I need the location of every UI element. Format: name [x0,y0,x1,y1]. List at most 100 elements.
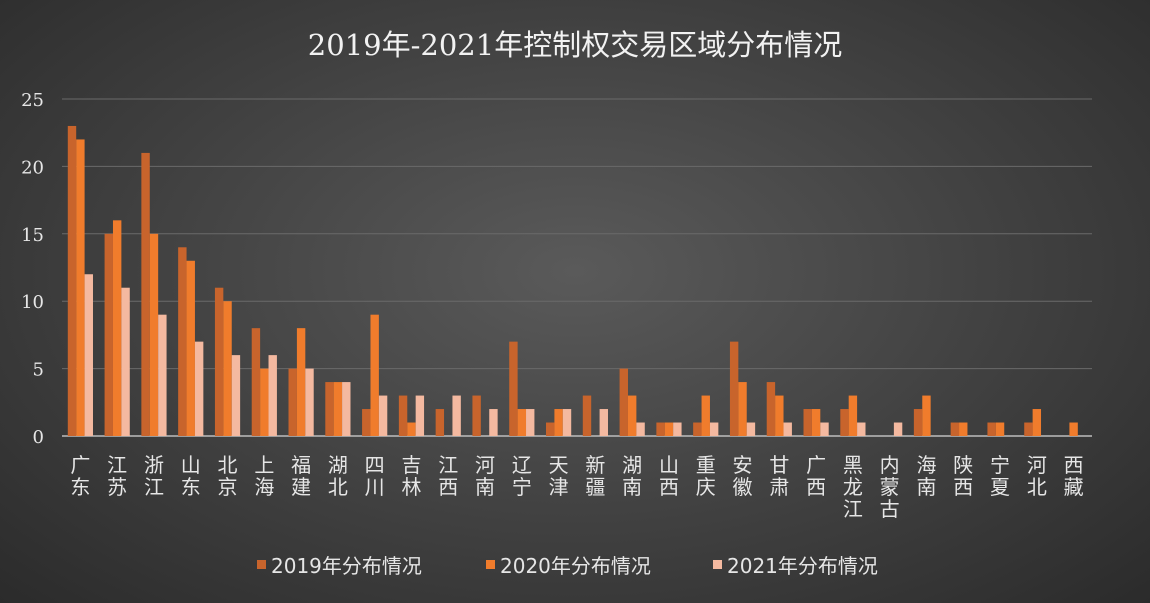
x-tick-label: 湖南 [622,453,642,499]
bar [342,382,351,436]
bar [362,409,371,436]
bar [995,422,1005,436]
bar [333,382,343,436]
bar [407,422,416,436]
bar [709,422,719,436]
x-tick-label: 内蒙古 [880,453,900,521]
y-tick-label: 25 [21,90,44,111]
x-tick-label: 甘肃 [769,453,789,499]
bar [435,409,445,436]
x-tick-label: 福建 [291,453,311,499]
bar [452,395,461,436]
x-tick-label: 北京 [218,453,238,499]
bar [268,355,277,436]
x-tick-label: 天津 [549,453,569,499]
legend-label: 2020年分布情况 [500,554,651,578]
x-tick-label: 安徽 [733,453,753,499]
bar [84,274,93,436]
bar [766,382,776,436]
bar [517,409,527,436]
bar [811,409,821,436]
x-tick-label: 浙江 [144,453,164,499]
bar [178,247,187,436]
x-tick-label: 上海 [254,453,274,499]
y-tick-label: 5 [33,360,44,381]
bar [619,368,628,436]
bar [582,395,592,436]
legend-swatch [257,560,266,569]
x-tick-label: 江西 [438,453,458,499]
bar [112,220,122,436]
bar [305,368,314,436]
bar [186,260,195,436]
x-tick-label: 山西 [659,453,679,499]
x-tick-label: 重庆 [696,453,716,499]
bar [803,409,812,436]
bar [325,382,334,436]
y-tick-label: 0 [33,427,44,448]
bar [959,422,968,436]
bar [738,382,747,436]
bar [149,233,159,436]
bar [857,422,866,436]
y-tick-label: 15 [21,225,44,246]
bar [775,395,784,436]
bar [104,233,113,436]
bar [1069,422,1078,436]
bar [214,287,224,436]
bar [729,341,739,436]
x-tick-label: 海南 [916,453,936,499]
bar [893,422,903,436]
x-tick-label: 西藏 [1064,453,1084,499]
bar [1032,409,1042,436]
bar [599,409,608,436]
bar [656,422,665,436]
legend: 2019年分布情况 2020年分布情况 2021年分布情况 [257,554,878,578]
bar [783,422,792,436]
chart-title: 2019年-2021年控制权交易区域分布情况 [308,28,842,62]
bar [636,422,645,436]
bars [67,125,1078,437]
bar [987,422,996,436]
y-tick-label: 20 [21,157,44,178]
x-tick-label: 河南 [475,453,495,499]
x-axis: 广东江苏浙江山东北京上海福建湖北四川吉林江西河南辽宁天津新疆湖南山西重庆安徽甘肃… [70,453,1083,521]
x-tick-label: 陕西 [953,453,973,499]
bar [509,341,518,436]
bar [288,368,297,436]
x-tick-label: 宁夏 [990,453,1010,499]
x-tick-label: 广东 [70,453,90,499]
bar [231,355,241,436]
x-tick-label: 新疆 [585,453,605,499]
y-tick-label: 10 [21,292,44,313]
x-tick-label: 辽宁 [512,453,532,499]
bar [251,328,261,436]
bar [693,422,702,436]
legend-swatch [713,560,722,569]
legend-swatch [486,560,495,569]
bar [526,409,535,436]
bar [673,422,682,436]
bar [1024,422,1033,436]
x-tick-label: 湖北 [328,453,348,499]
bar [546,422,555,436]
bar [820,422,829,436]
x-tick-label: 河北 [1027,453,1047,499]
bar [141,152,150,437]
legend-label: 2019年分布情况 [271,554,422,578]
bar [158,314,167,436]
bar [472,395,481,436]
bar [848,395,858,436]
bar [627,395,637,436]
x-tick-label: 吉林 [401,453,421,499]
bar [370,314,379,436]
bar [378,395,388,436]
bar [922,395,931,436]
y-axis: 0 5 10 15 20 25 [21,90,44,448]
x-tick-label: 江苏 [107,453,127,499]
bar [840,409,849,436]
legend-label: 2021年分布情况 [727,554,878,578]
bar [194,341,204,436]
bar [950,422,960,436]
